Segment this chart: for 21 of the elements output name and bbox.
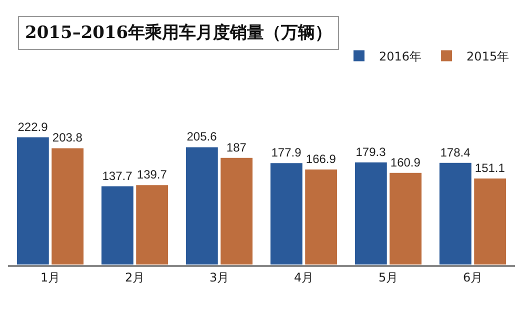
x-tick-label: 1月 (40, 270, 60, 284)
data-label: 178.4 (440, 145, 471, 160)
data-label: 187 (226, 140, 247, 154)
data-label: 203.8 (52, 130, 83, 145)
legend-label: 2015年 (466, 49, 510, 64)
x-tick-label: 6月 (462, 270, 483, 284)
data-label: 166.9 (306, 152, 336, 166)
data-label: 137.7 (102, 168, 133, 183)
data-label: 222.9 (18, 120, 48, 134)
x-tick-label: 4月 (294, 270, 314, 284)
data-label: 160.9 (390, 155, 421, 170)
legend-label: 2016年 (379, 49, 422, 64)
x-tick-label: 5月 (378, 270, 398, 284)
x-tick-label: 3月 (209, 270, 230, 284)
data-label: 177.9 (271, 146, 302, 160)
x-tick-label: 2月 (124, 270, 145, 284)
chart-title: 2015–2016年乘用车月度销量（万辆） (25, 23, 332, 43)
data-label: 151.1 (474, 161, 506, 176)
data-label: 139.7 (136, 168, 168, 182)
data-label: 179.3 (356, 144, 386, 159)
data-label: 205.6 (186, 130, 218, 144)
